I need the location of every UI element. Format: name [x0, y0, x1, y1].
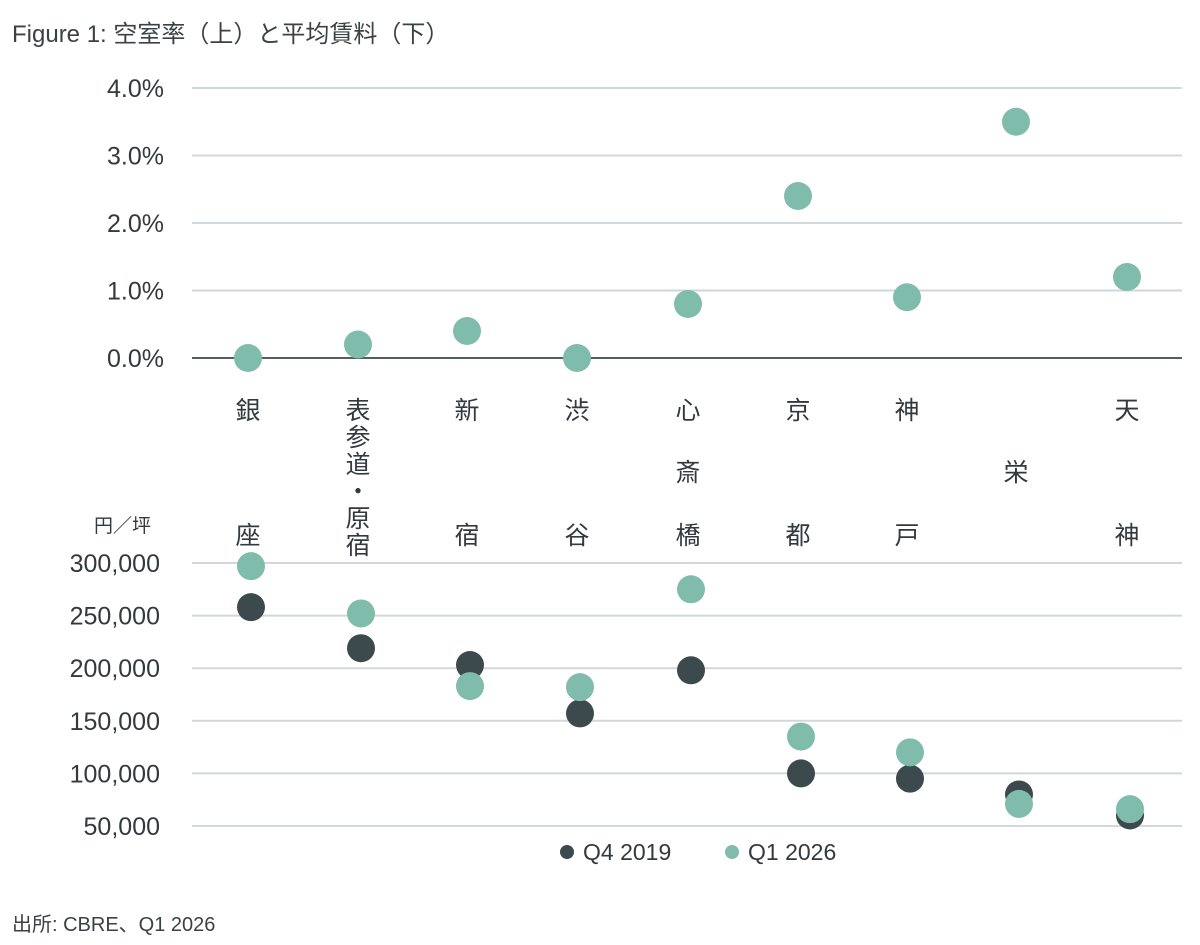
category-label-char: 心 [675, 396, 700, 425]
category-label-char: 谷 [564, 521, 589, 550]
legend: Q4 2019 Q1 2026 [560, 839, 836, 865]
category-label-char: 宿 [454, 521, 479, 550]
rent-point-q4-2019 [787, 759, 815, 788]
category-label: 栄 [1003, 458, 1028, 487]
rent-point-q4-2019 [566, 699, 594, 728]
category-label: 天神 [1114, 396, 1139, 550]
rent-y-tick-label: 300,000 [70, 550, 160, 578]
category-label-char: 京 [785, 396, 810, 425]
chart-title: Figure 1: 空室率（上）と平均賃料（下） [12, 21, 450, 48]
category-label-char: 神 [1114, 521, 1139, 550]
category-label-char: 戸 [894, 521, 919, 550]
vacancy-point-q1-2026 [234, 344, 262, 372]
source-note: 出所: CBRE、Q1 2026 [12, 914, 216, 936]
rent-y-ticks: 50,000 100,000 150,000 200,000 250,000 300,00… [70, 550, 160, 841]
vacancy-point-q1-2026 [453, 317, 481, 345]
vacancy-y-tick-label: 1.0% [107, 278, 164, 306]
rent-y-tick-label: 100,000 [70, 760, 160, 788]
vacancy-points [234, 107, 1141, 372]
category-label: 京都 [785, 396, 810, 550]
vacancy-y-ticks: 0.0% 1.0% 2.0% 3.0% 4.0% [107, 75, 164, 373]
rent-y-tick-label: 250,000 [70, 603, 160, 631]
category-label-char: 新 [454, 396, 479, 425]
category-label-char: 斎 [675, 458, 700, 487]
rent-point-q4-2019 [347, 634, 375, 663]
vacancy-y-tick-label: 4.0% [107, 75, 164, 103]
category-label: 渋谷 [564, 396, 589, 550]
rent-point-q1-2026 [237, 552, 265, 581]
vacancy-y-tick-label: 3.0% [107, 143, 164, 171]
rent-point-q4-2019 [896, 764, 924, 793]
category-label-char: 宿 [345, 531, 370, 560]
category-label: 神戸 [894, 396, 919, 550]
rent-unit-label: 円／坪 [94, 515, 151, 537]
vacancy-point-q1-2026 [1002, 107, 1030, 136]
rent-point-q1-2026 [566, 673, 594, 702]
vacancy-point-q1-2026 [1113, 263, 1141, 291]
rent-y-tick-label: 50,000 [84, 813, 160, 841]
rent-grid [192, 562, 1182, 827]
rent-point-q1-2026 [677, 575, 705, 604]
category-label-char: ・ [345, 477, 370, 506]
rent-point-q4-2019 [677, 656, 705, 685]
rent-point-q1-2026 [456, 672, 484, 701]
legend-label-q1-2026: Q1 2026 [748, 839, 836, 865]
category-label-char: 原 [345, 504, 370, 533]
rent-y-tick-label: 200,000 [70, 655, 160, 683]
rent-point-q1-2026 [787, 722, 815, 751]
category-label-char: 表 [345, 396, 370, 425]
vacancy-y-tick-label: 2.0% [107, 210, 164, 238]
category-label-char: 座 [235, 521, 260, 550]
rent-point-q1-2026 [1005, 789, 1033, 818]
vacancy-y-tick-label: 0.0% [107, 345, 164, 373]
legend-dot-q4-2019 [560, 845, 574, 859]
legend-dot-q1-2026 [725, 845, 739, 859]
category-label-char: 銀 [235, 396, 260, 425]
category-label-char: 栄 [1003, 458, 1028, 487]
rent-point-q4-2019 [237, 593, 265, 622]
rent-point-q1-2026 [347, 599, 375, 628]
rent-point-q1-2026 [896, 738, 924, 767]
category-label-char: 都 [785, 521, 810, 550]
category-label: 銀座 [235, 396, 260, 550]
category-label-char: 橋 [675, 521, 700, 550]
rent-points [237, 552, 1144, 830]
category-label: 心斎橋 [675, 396, 700, 550]
vacancy-point-q1-2026 [674, 290, 702, 318]
rent-y-tick-label: 150,000 [70, 708, 160, 736]
category-label-char: 参 [345, 423, 370, 452]
vacancy-point-q1-2026 [563, 344, 591, 372]
vacancy-point-q1-2026 [344, 330, 372, 359]
category-label-char: 道 [345, 450, 370, 479]
category-label-char: 天 [1114, 396, 1139, 425]
vacancy-point-q1-2026 [784, 182, 812, 210]
category-label: 表参道・原宿 [345, 396, 370, 560]
vacancy-point-q1-2026 [893, 283, 921, 312]
category-label: 新宿 [454, 396, 479, 550]
category-label-char: 渋 [564, 396, 589, 425]
rent-point-q1-2026 [1116, 795, 1144, 824]
category-label-char: 神 [894, 396, 919, 425]
rent-point-q4-2019 [456, 651, 484, 680]
legend-label-q4-2019: Q4 2019 [583, 839, 671, 865]
